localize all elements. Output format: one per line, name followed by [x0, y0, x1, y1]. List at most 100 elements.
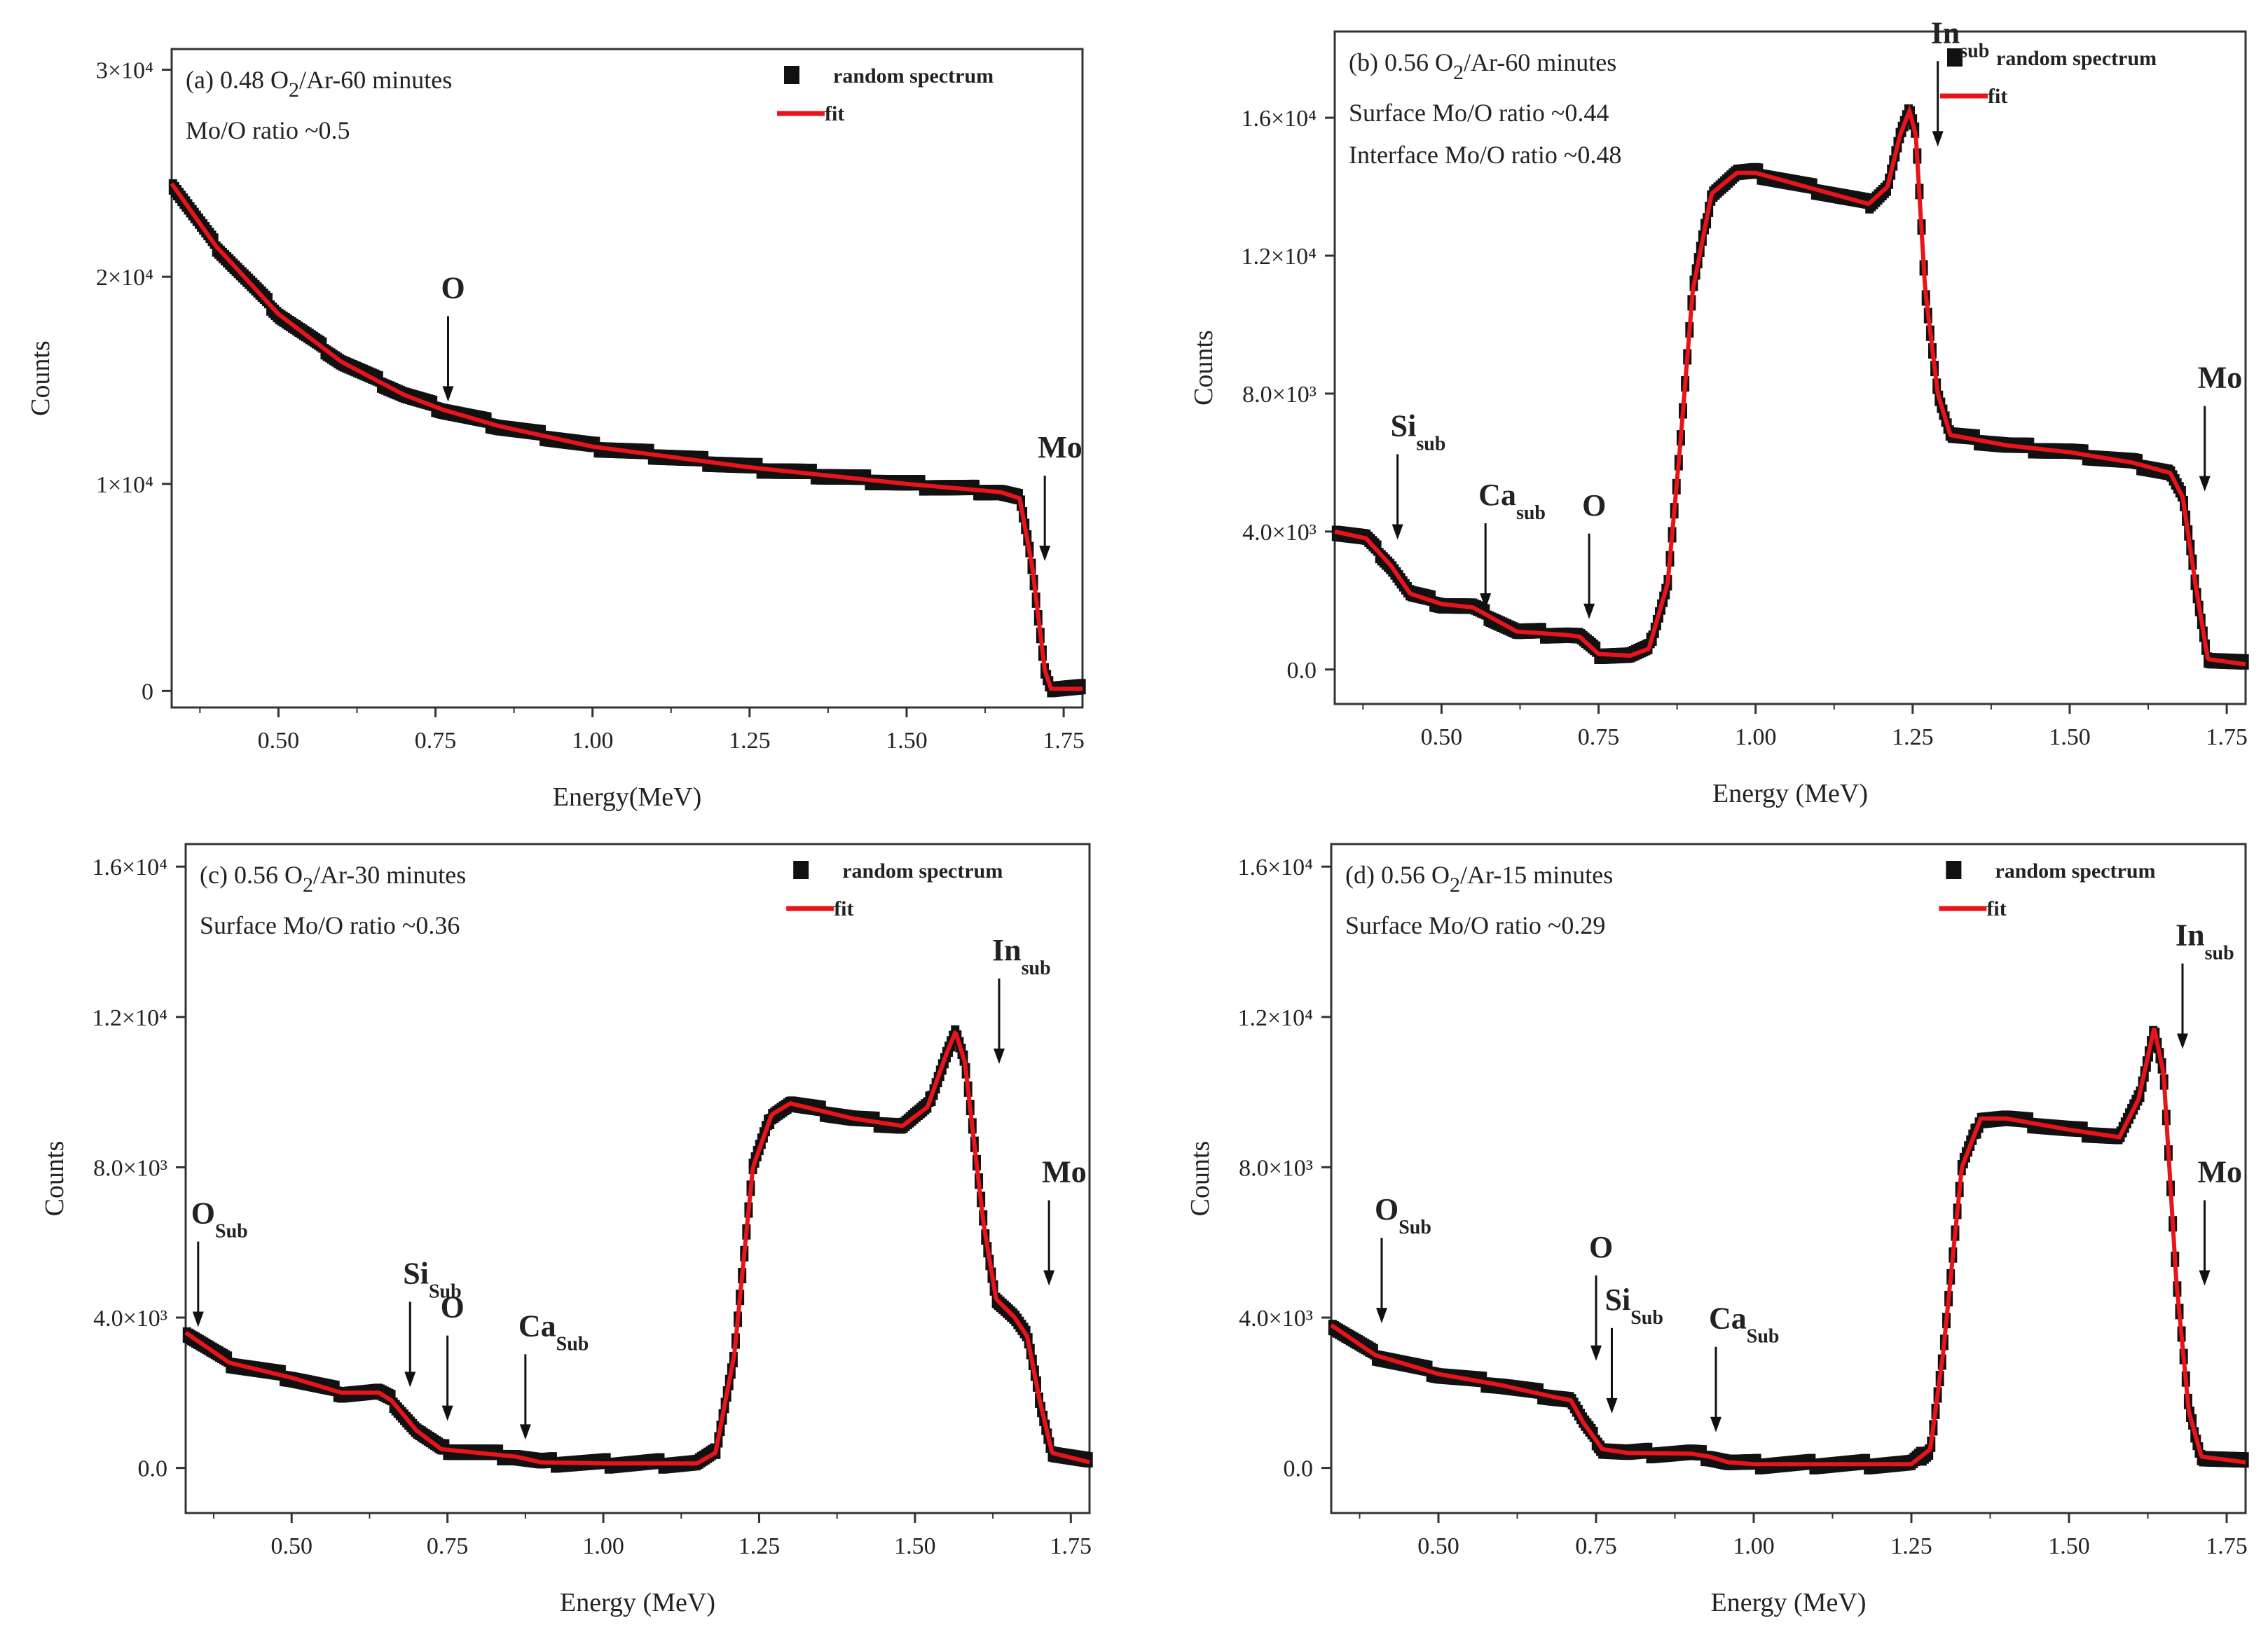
annotation-label: Mo [1038, 430, 1083, 464]
arrow-head [1391, 524, 1403, 540]
y-tick-label: 1.6×10⁴ [1237, 855, 1313, 880]
annotation-label: Mo [2198, 1154, 2243, 1189]
x-tick-label: 0.50 [258, 728, 300, 754]
y-tick-label: 8.0×10³ [1239, 1155, 1313, 1181]
random-spectrum-series [168, 179, 1086, 698]
x-axis-label: Energy (MeV) [560, 1588, 715, 1617]
data-point [1077, 679, 1086, 695]
annotation-label: Mo [2198, 361, 2243, 395]
arrow-head [1590, 1345, 1602, 1361]
x-tick-label: 1.00 [582, 1533, 624, 1559]
legend-label: random spectrum [1996, 47, 2157, 70]
x-tick-label: 1.50 [886, 728, 928, 754]
y-tick-label: 1.2×10⁴ [92, 1005, 167, 1031]
x-tick-label: 1.00 [1733, 1533, 1775, 1559]
x-tick-label: 0.75 [1578, 724, 1620, 750]
x-axis-label: Energy (MeV) [1712, 779, 1868, 808]
annotation-label: Insub [2176, 918, 2234, 964]
y-tick-label: 4.0×10³ [1239, 1306, 1313, 1332]
x-tick-label: 1.25 [1892, 724, 1934, 750]
x-tick-label: 0.50 [1417, 1533, 1459, 1559]
x-tick-label: 1.50 [894, 1533, 936, 1559]
y-axis-label: Counts [1185, 1141, 1215, 1217]
legend-marker [784, 66, 799, 84]
y-axis-label: Counts [1189, 330, 1218, 406]
random-spectrum-series [182, 1025, 1093, 1474]
info-line: Surface Mo/O ratio ~0.36 [200, 911, 460, 939]
annotation-label: OSub [1375, 1192, 1431, 1238]
panel-title: (c) 0.56 O2/Ar-30 minutes [200, 861, 466, 897]
x-tick-label: 1.00 [572, 728, 614, 754]
arrow-head [2177, 1033, 2188, 1049]
y-tick-label: 1.6×10⁴ [92, 855, 167, 880]
arrow-head [1376, 1308, 1387, 1324]
x-axis-label: Energy(MeV) [553, 782, 701, 812]
arrow-head [994, 1048, 1005, 1064]
arrow-head [1932, 131, 1944, 147]
x-tick-label: 1.50 [2049, 724, 2091, 750]
plot-frame [1330, 843, 2247, 1514]
x-tick-label: 0.50 [1421, 724, 1463, 750]
legend-label: fit [825, 102, 844, 125]
arrow-head [442, 386, 454, 402]
arrow-head [519, 1424, 531, 1440]
panel-title: (d) 0.56 O2/Ar-15 minutes [1345, 861, 1613, 897]
y-tick-label: 1.2×10⁴ [1241, 244, 1317, 270]
annotation-label: SiSub [403, 1256, 461, 1302]
arrow-head [1606, 1397, 1618, 1414]
legend-marker [793, 861, 809, 879]
arrow-head [1039, 545, 1051, 561]
y-tick-label: 0.0 [1284, 1456, 1314, 1482]
annotation-label: Insub [992, 933, 1051, 979]
y-tick-label: 8.0×10³ [93, 1155, 167, 1181]
y-tick-label: 2×10⁴ [96, 265, 153, 291]
panel-title: (b) 0.56 O2/Ar-60 minutes [1349, 48, 1616, 84]
fit-line [1330, 1028, 2246, 1467]
x-tick-label: 0.75 [415, 728, 457, 754]
x-tick-label: 0.50 [270, 1533, 312, 1559]
x-tick-label: 1.00 [1735, 724, 1777, 750]
x-tick-label: 1.75 [1050, 1533, 1092, 1559]
arrow-head [1043, 1270, 1055, 1286]
panel-b: 0.50 0.75 1.00 1.25 1.50 1.75 1.6×10⁴ 1.2×10⁴ 8.… [1189, 15, 2249, 808]
x-tick-label: 0.75 [427, 1533, 469, 1559]
arrow-head [441, 1405, 453, 1421]
panel-c: 0.50 0.75 1.00 1.25 1.50 1.75 1.6×10⁴ 1.2×10⁴ 8.… [40, 843, 1093, 1617]
legend-label: fit [1986, 897, 2006, 920]
x-tick-label: 1.75 [2206, 724, 2248, 750]
annotation-label: O [1582, 488, 1606, 523]
annotation-label: O [1589, 1230, 1613, 1264]
x-tick-label: 1.50 [2048, 1533, 2090, 1559]
fit-line [1334, 104, 2246, 667]
annotation-label: Insub [1931, 15, 1990, 62]
legend-label: random spectrum [842, 859, 1003, 883]
y-tick-label: 4.0×10³ [93, 1306, 167, 1332]
panel-a: 0.50 0.75 1.00 1.25 1.50 1.75 3×10⁴ 2×10⁴ 1×10⁴ 0… [26, 48, 1086, 812]
annotation-label: O [441, 270, 465, 305]
arrow-head [404, 1372, 416, 1388]
annotation-label: CaSub [518, 1308, 589, 1355]
info-line: Mo/O ratio ~0.5 [186, 116, 350, 144]
plot-frame [1333, 30, 2247, 705]
y-tick-label: 8.0×10³ [1242, 382, 1317, 408]
x-tick-label: 1.25 [738, 1533, 781, 1559]
legend-label: random spectrum [833, 64, 994, 88]
x-tick-label: 1.25 [1890, 1533, 1932, 1559]
panel-d: 0.50 0.75 1.00 1.25 1.50 1.75 1.6×10⁴ 1.2×10⁴ 8.… [1185, 843, 2249, 1617]
arrow-head [1583, 603, 1595, 619]
random-spectrum-series [1328, 1025, 2249, 1474]
info-line: Surface Mo/O ratio ~0.29 [1345, 911, 1605, 939]
fit-line [184, 1030, 1090, 1466]
panel-title: (a) 0.48 O2/Ar-60 minutes [186, 66, 452, 102]
annotation-label: Mo [1042, 1154, 1087, 1189]
y-tick-label: 1.6×10⁴ [1241, 106, 1317, 132]
y-axis-label: Counts [26, 340, 55, 416]
y-tick-label: 4.0×10³ [1242, 520, 1317, 546]
x-tick-label: 1.25 [729, 728, 771, 754]
legend-marker [1947, 48, 1963, 67]
x-tick-label: 1.75 [1043, 728, 1085, 754]
y-tick-label: 1.2×10⁴ [1237, 1005, 1313, 1031]
arrow-head [1480, 593, 1492, 609]
x-tick-label: 1.75 [2206, 1533, 2248, 1559]
